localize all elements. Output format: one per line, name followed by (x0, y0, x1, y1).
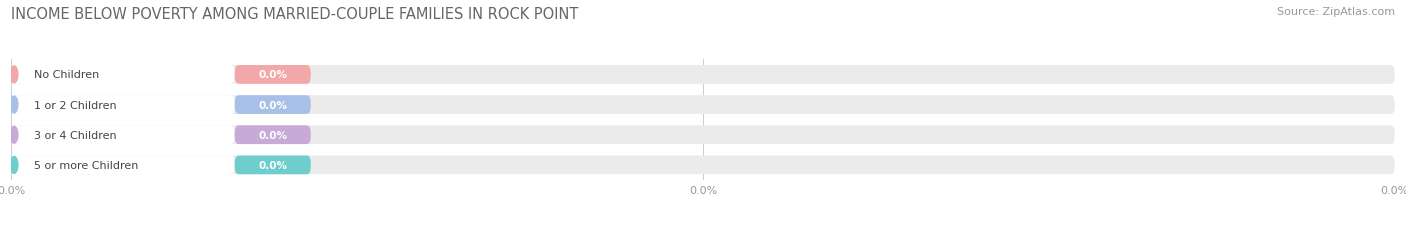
FancyBboxPatch shape (11, 126, 1395, 144)
Text: 5 or more Children: 5 or more Children (34, 160, 138, 170)
Text: 0.0%: 0.0% (259, 70, 287, 80)
Circle shape (10, 97, 18, 113)
Text: INCOME BELOW POVERTY AMONG MARRIED-COUPLE FAMILIES IN ROCK POINT: INCOME BELOW POVERTY AMONG MARRIED-COUPL… (11, 7, 579, 22)
Text: 0.0%: 0.0% (259, 130, 287, 140)
Text: Source: ZipAtlas.com: Source: ZipAtlas.com (1277, 7, 1395, 17)
Text: 3 or 4 Children: 3 or 4 Children (34, 130, 117, 140)
FancyBboxPatch shape (13, 66, 235, 84)
Text: 0.0%: 0.0% (259, 160, 287, 170)
FancyBboxPatch shape (11, 96, 1395, 114)
Text: 1 or 2 Children: 1 or 2 Children (34, 100, 117, 110)
Circle shape (10, 157, 18, 173)
FancyBboxPatch shape (235, 156, 311, 174)
FancyBboxPatch shape (235, 126, 311, 144)
FancyBboxPatch shape (235, 96, 311, 114)
Text: 0.0%: 0.0% (259, 100, 287, 110)
FancyBboxPatch shape (235, 66, 311, 84)
FancyBboxPatch shape (11, 156, 1395, 174)
FancyBboxPatch shape (13, 126, 235, 144)
Circle shape (10, 127, 18, 143)
Circle shape (10, 67, 18, 83)
FancyBboxPatch shape (13, 96, 235, 114)
FancyBboxPatch shape (13, 156, 235, 174)
FancyBboxPatch shape (11, 66, 1395, 84)
Text: No Children: No Children (34, 70, 100, 80)
